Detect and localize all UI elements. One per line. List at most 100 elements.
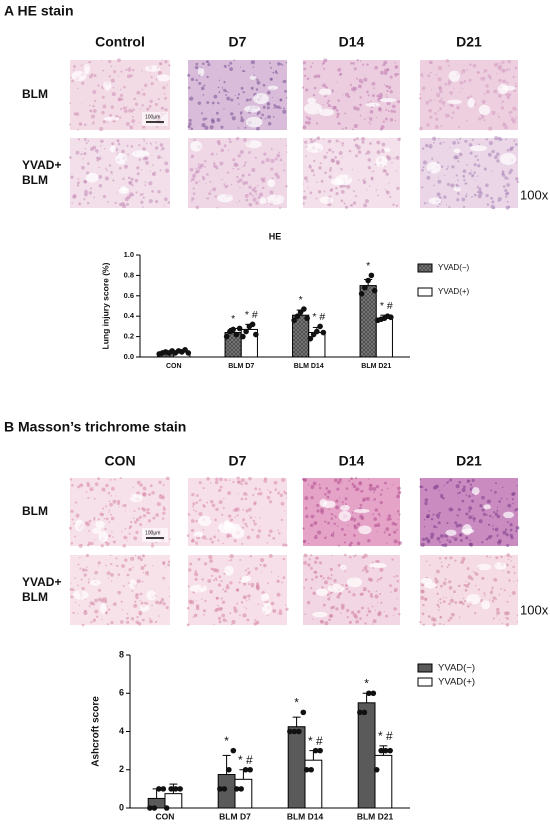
tissue-speck (458, 158, 460, 160)
tissue-speck (474, 611, 477, 615)
tissue-speck (379, 493, 383, 496)
alveolus (231, 526, 245, 539)
alveolus (98, 531, 109, 543)
tissue-speck (255, 582, 260, 586)
tissue-speck (464, 195, 468, 198)
tissue-speck (377, 512, 381, 516)
tissue-speck (204, 165, 206, 168)
tissue-speck (471, 478, 475, 482)
tissue-speck (109, 113, 113, 117)
tissue-speck (455, 174, 458, 177)
tissue-speck (375, 189, 378, 191)
tissue-speck (372, 561, 374, 564)
tissue-speck (228, 559, 230, 562)
tissue-speck (158, 62, 163, 66)
tissue-speck (335, 186, 338, 190)
alveolus (245, 140, 262, 149)
tissue-speck (209, 180, 212, 183)
tissue-speck (368, 486, 373, 491)
tissue-speck (454, 155, 459, 160)
tissue-speck (464, 139, 468, 143)
tissue-speck (218, 91, 221, 94)
tissue-speck (132, 116, 134, 118)
tissue-speck (432, 513, 435, 516)
tissue-speck (352, 613, 357, 618)
tissue-speck (283, 169, 286, 172)
tissue-speck (81, 64, 83, 66)
tissue-speck (496, 73, 498, 75)
column-label: Control (95, 34, 145, 50)
tissue-speck (320, 179, 324, 183)
tissue-speck (141, 618, 145, 622)
tissue-speck (440, 165, 444, 168)
tissue-speck (469, 483, 473, 486)
significance-mark: * (299, 294, 303, 306)
tissue-speck (142, 196, 145, 199)
tissue-speck (506, 81, 509, 84)
tissue-speck (357, 179, 360, 181)
tissue-speck (260, 177, 265, 181)
tissue-speck (437, 205, 439, 208)
tissue-speck (380, 576, 383, 579)
tissue-speck (384, 188, 387, 191)
y-tick-label: 1.0 (124, 250, 134, 259)
tissue-speck (227, 149, 230, 151)
tissue-speck (248, 151, 251, 154)
tissue-speck (503, 125, 508, 130)
data-point (217, 786, 223, 792)
tissue-speck (352, 484, 357, 489)
tissue-speck (376, 94, 380, 98)
tissue-speck (270, 148, 273, 150)
tissue-speck (471, 570, 474, 572)
tissue-speck (241, 526, 245, 530)
tissue-speck (504, 176, 508, 180)
data-point (296, 728, 302, 735)
tissue-speck (141, 169, 143, 171)
tissue-speck (384, 481, 387, 485)
tissue-speck (247, 594, 251, 598)
tissue-speck (501, 622, 504, 624)
tissue-speck (148, 104, 152, 108)
tissue-speck (433, 141, 435, 144)
tissue-speck (386, 487, 389, 490)
tissue-speck (337, 563, 341, 567)
tissue-speck (313, 172, 315, 174)
tissue-speck (310, 514, 315, 519)
tissue-speck (459, 533, 463, 537)
tissue-speck (449, 598, 454, 603)
tissue-speck (512, 492, 516, 496)
tissue-speck (229, 534, 233, 537)
data-point (312, 747, 319, 754)
tissue-speck (423, 525, 426, 528)
tissue-speck (146, 511, 150, 515)
tissue-speck (305, 88, 309, 92)
tissue-speck (393, 588, 398, 592)
tissue-speck (217, 141, 221, 146)
x-tick-label: BLM D21 (357, 811, 394, 821)
tissue-speck (134, 102, 139, 106)
tissue-speck (110, 78, 115, 83)
tissue-speck (372, 513, 374, 516)
alveolus (74, 519, 84, 532)
tissue-speck (437, 605, 440, 608)
tissue-speck (89, 601, 94, 605)
tissue-speck (360, 489, 363, 493)
tissue-speck (449, 616, 453, 620)
tissue-speck (502, 79, 506, 84)
tissue-speck (137, 555, 142, 560)
tissue-speck (458, 480, 462, 484)
tissue-speck (302, 86, 305, 89)
tissue-speck (219, 485, 223, 489)
tissue-speck (478, 117, 482, 121)
tissue-speck (192, 505, 195, 508)
tissue-speck (249, 112, 251, 114)
tissue-speck (351, 612, 353, 615)
panel-title: B Masson’s trichrome stain (4, 419, 186, 435)
tissue-speck (505, 139, 507, 141)
tissue-speck (277, 62, 281, 66)
tissue-speck (87, 496, 90, 499)
tissue-speck (251, 528, 254, 532)
tissue-speck (113, 70, 117, 74)
tissue-speck (445, 59, 450, 63)
tissue-speck (122, 106, 126, 110)
